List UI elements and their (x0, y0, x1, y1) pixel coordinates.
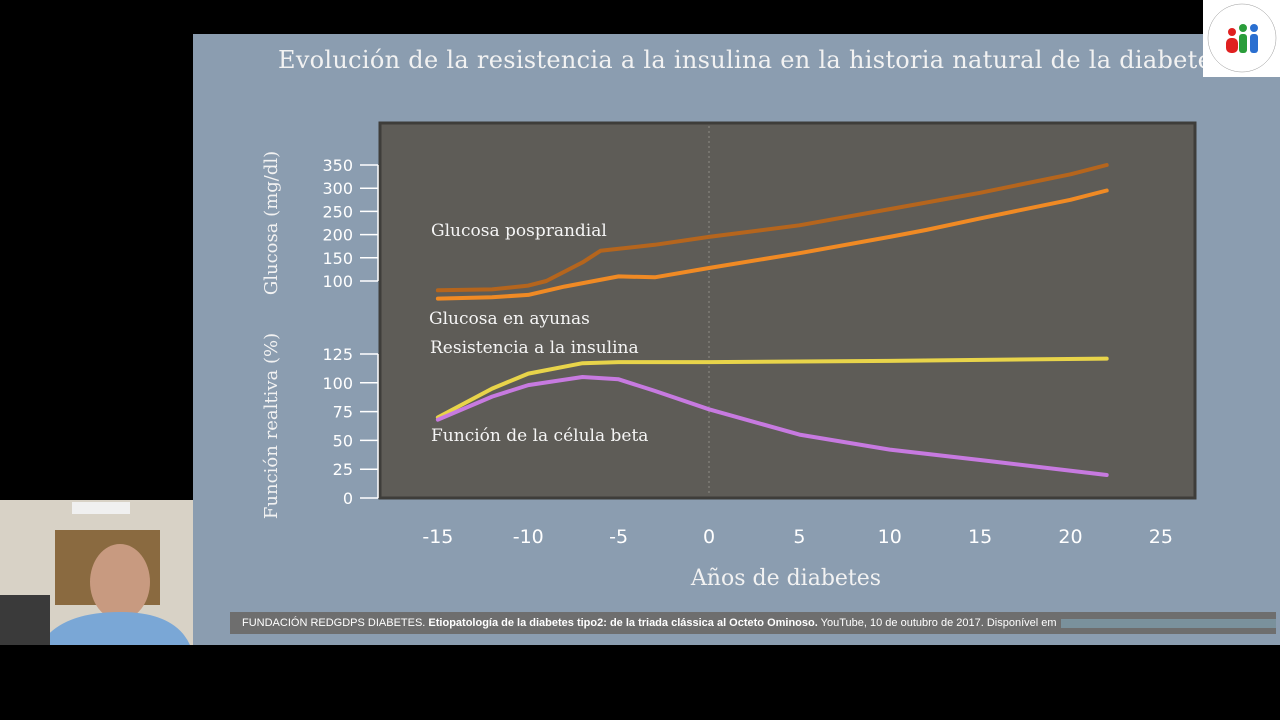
y-tick-label: 200 (322, 226, 353, 245)
x-tick-label: 5 (793, 526, 805, 548)
x-tick-label: -10 (513, 526, 544, 548)
x-tick-label: 0 (703, 526, 715, 548)
citation-bar: FUNDACIÓN REDGDPS DIABETES. Etiopatologí… (230, 612, 1276, 634)
series-label: Glucosa posprandial (431, 221, 607, 241)
y-axis-label: Glucosa (mg/dl) (261, 151, 282, 295)
y-tick-label: 25 (333, 460, 353, 479)
y-tick-label: 300 (322, 179, 353, 198)
plot-area (378, 121, 1197, 500)
citation-work: Etiopatología de la diabetes tipo2: de l… (428, 617, 818, 629)
logo (1203, 0, 1280, 77)
slide-title: Evolución de la resistencia a la insulin… (278, 46, 1225, 74)
citation-rest: YouTube, 10 de outubro de 2017. Disponív… (820, 617, 1057, 629)
y-axis-label: Función realtiva (%) (261, 333, 282, 519)
series-line (435, 163, 1109, 293)
y-tick-label: 75 (333, 403, 353, 422)
series-label: Glucosa en ayunas (429, 309, 590, 329)
citation-author: FUNDACIÓN REDGDPS DIABETES. (242, 617, 426, 629)
series-label: Función de la célula beta (431, 426, 648, 446)
series-label: Resistencia a la insulina (430, 338, 639, 358)
x-tick-label: -15 (422, 526, 453, 548)
x-tick-label: 15 (968, 526, 992, 548)
x-tick-label: 10 (878, 526, 902, 548)
y-tick-label: 100 (322, 374, 353, 393)
y-tick-label: 125 (322, 345, 353, 364)
y-tick-label: 150 (322, 249, 353, 268)
y-tick-label: 350 (322, 156, 353, 175)
y-tick-label: 250 (322, 202, 353, 221)
y-tick-label: 100 (322, 272, 353, 291)
y-tick-label: 50 (333, 431, 353, 450)
series-line (435, 375, 1109, 477)
series-line (435, 188, 1109, 301)
x-tick-label: 20 (1058, 526, 1082, 548)
y-tick-label: 0 (343, 489, 353, 508)
x-axis-label: Años de diabetes (690, 566, 881, 591)
series-line (435, 356, 1109, 420)
x-tick-label: -5 (609, 526, 628, 548)
citation-link[interactable] (1060, 618, 1276, 628)
webcam-inset (0, 500, 193, 645)
x-tick-label: 25 (1149, 526, 1173, 548)
